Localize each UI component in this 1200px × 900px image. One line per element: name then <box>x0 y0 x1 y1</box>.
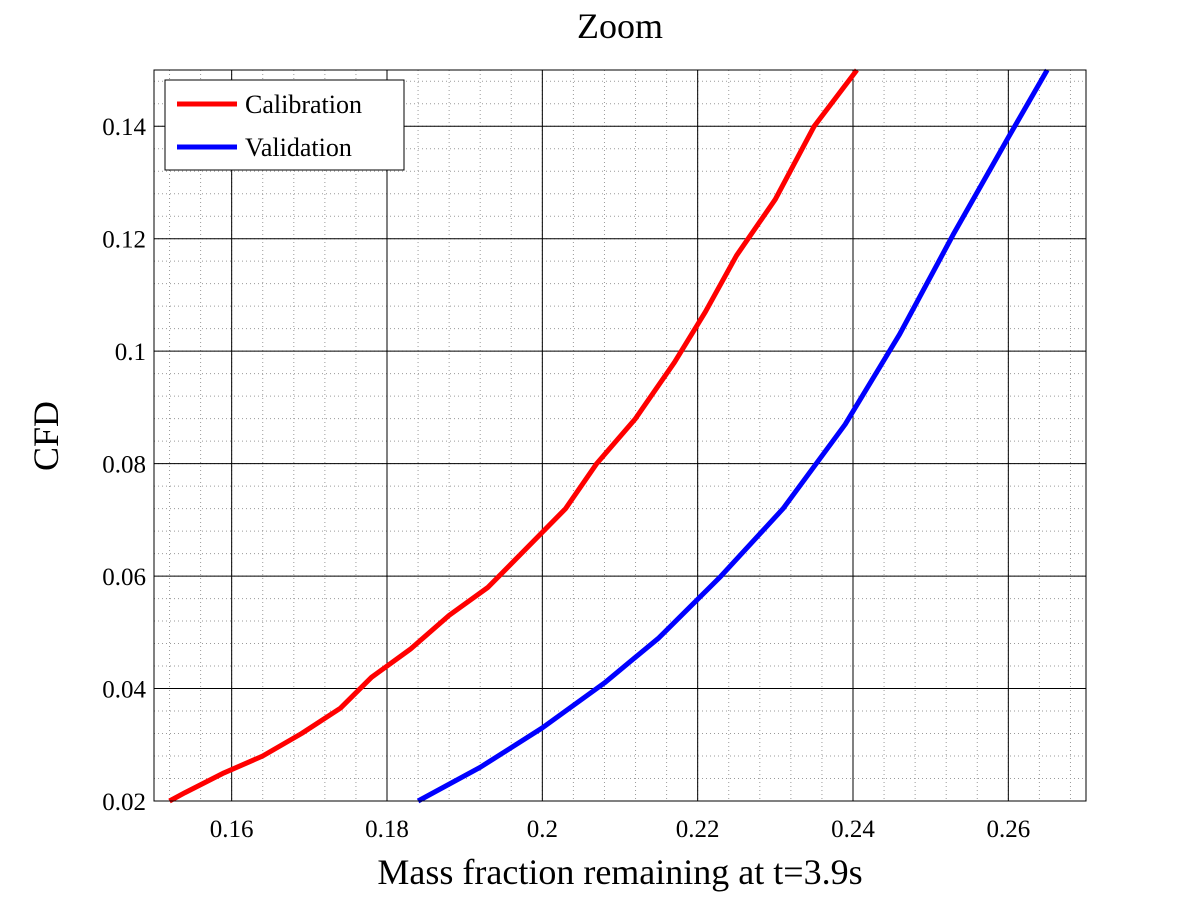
x-tick-label: 0.16 <box>210 816 254 843</box>
y-axis-label: CFD <box>26 401 66 471</box>
series-line-validation <box>416 68 1050 804</box>
legend-box <box>164 79 405 171</box>
series-line-calibration <box>168 68 859 804</box>
y-tick-label: 0.02 <box>102 789 146 816</box>
legend-label-validation: Validation <box>245 133 352 162</box>
x-tick-label: 0.22 <box>676 816 720 843</box>
x-tick-label: 0.26 <box>986 816 1030 843</box>
x-tick-label: 0.18 <box>365 816 409 843</box>
y-tick-label: 0.04 <box>102 677 146 704</box>
y-tick-label: 0.06 <box>102 564 146 591</box>
y-tick-label: 0.08 <box>102 452 146 479</box>
plot-frame <box>153 69 1087 802</box>
series-layer <box>168 68 1050 804</box>
x-axis-label: Mass fraction remaining at t=3.9s <box>377 852 862 892</box>
chart-title: Zoom <box>577 6 663 46</box>
legend-label-calibration: Calibration <box>245 90 362 119</box>
x-tick-label: 0.24 <box>831 816 875 843</box>
y-tick-label: 0.12 <box>102 227 146 254</box>
x-tick-labels: 0.16 0.18 0.2 0.22 0.24 0.26 <box>210 816 1030 843</box>
legend: Calibration Validation <box>164 79 405 171</box>
y-tick-label: 0.1 <box>115 339 146 366</box>
x-tick-label: 0.2 <box>527 816 558 843</box>
y-tick-labels: 0.02 0.04 0.06 0.08 0.1 0.12 0.14 <box>102 114 146 816</box>
y-tick-label: 0.14 <box>102 114 146 141</box>
